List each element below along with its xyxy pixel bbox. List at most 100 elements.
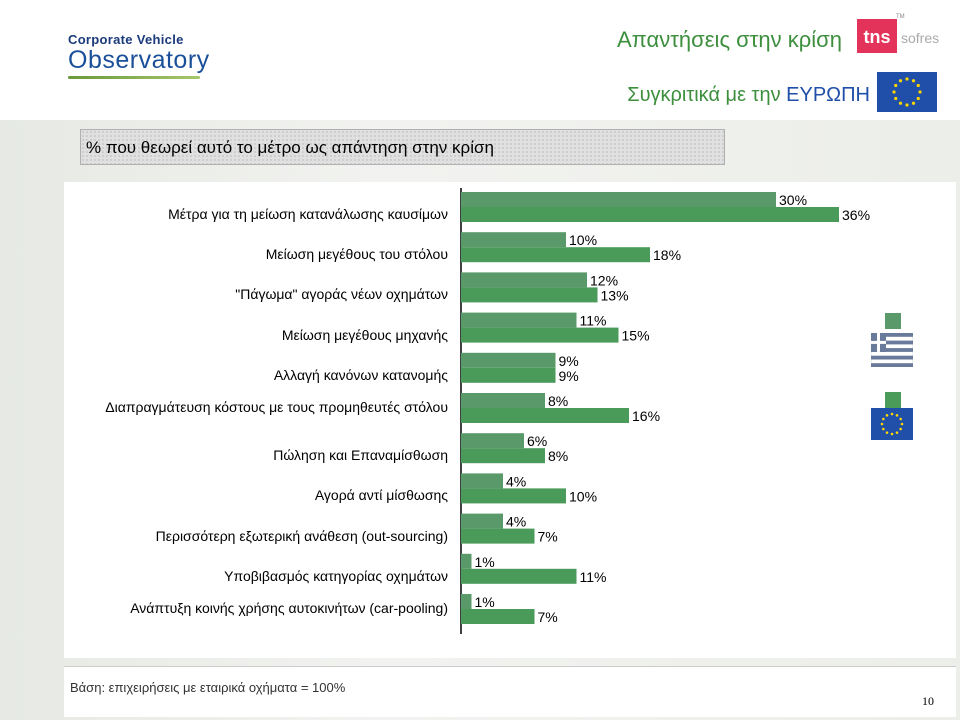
- category-label: Μέτρα για τη μείωση κατανάλωσης καυσίμων: [168, 206, 448, 222]
- eu-star: [899, 417, 902, 421]
- logo-swoosh: [68, 76, 200, 79]
- bar-greece: [461, 433, 524, 449]
- data-label: 36%: [842, 207, 870, 223]
- bar-europe: [461, 528, 535, 544]
- data-label: 1%: [475, 554, 495, 570]
- bar-europe: [461, 609, 535, 624]
- category-label: Διαπραγμάτευση κόστους με τους προμηθευτ…: [105, 399, 448, 415]
- data-label: 18%: [653, 247, 681, 263]
- tns-trademark: TM: [896, 14, 905, 20]
- data-label: 9%: [559, 368, 579, 384]
- category-label: Πώληση και Επαναμίσθωση: [273, 447, 448, 464]
- category-label: Περισσότερη εξωτερική ανάθεση (out-sourc…: [155, 527, 448, 544]
- bar-greece: [461, 393, 545, 408]
- subtitle-comparison: Συγκριτικά με την: [627, 84, 781, 106]
- eu-star: [894, 96, 898, 101]
- eu-star: [911, 101, 916, 105]
- data-label: 8%: [548, 393, 568, 409]
- logo-line-2: Observatory: [68, 46, 210, 74]
- question-text: % που θεωρεί αυτό το μέτρο ως απάντηση σ…: [86, 138, 494, 157]
- corporate-vehicle-observatory-logo: Corporate Vehicle Observatory: [68, 32, 210, 80]
- bar-europe: [461, 568, 577, 584]
- page-number: 10: [922, 694, 934, 708]
- bar-europe: [461, 367, 556, 383]
- eu-flag-icon: [877, 72, 937, 112]
- bar-europe: [461, 327, 619, 343]
- category-label: Αγορά αντί μίσθωσης: [314, 487, 448, 504]
- question-box: [80, 129, 725, 165]
- greece-legend-swatch: [885, 313, 901, 329]
- data-label: 1%: [475, 594, 495, 610]
- data-label: 30%: [779, 192, 807, 208]
- bar-europe: [461, 408, 629, 423]
- eu-star: [900, 422, 904, 426]
- logo-line-1: Corporate Vehicle: [68, 32, 184, 47]
- data-label: 15%: [622, 328, 650, 344]
- sofres-logo-text: sofres: [901, 30, 940, 46]
- eu-star: [905, 103, 909, 107]
- category-label: Μείωση μεγέθους του στόλου: [265, 246, 448, 263]
- data-label: 10%: [569, 232, 597, 248]
- greece-flag-icon: [871, 333, 913, 367]
- data-label: 8%: [548, 448, 568, 464]
- data-label: 7%: [538, 609, 558, 625]
- bar-greece: [461, 272, 587, 288]
- bar-greece: [461, 473, 503, 489]
- footer-base-note: Βάση: επιχειρήσεις με εταιρικά οχήματα =…: [70, 680, 346, 695]
- eu-star: [882, 417, 885, 421]
- bar-europe: [461, 207, 839, 222]
- eu-star: [918, 90, 922, 94]
- category-label: Μείωση μεγέθους μηχανής: [281, 326, 448, 343]
- eu-star: [898, 79, 903, 83]
- data-label: 16%: [632, 408, 660, 424]
- data-label: 10%: [569, 488, 597, 504]
- category-label: "Πάγωμα" αγοράς νέων οχημάτων: [235, 286, 448, 303]
- category-label: Υποβιβασμός κατηγορίας οχημάτων: [224, 567, 448, 584]
- data-label: 11%: [580, 313, 607, 329]
- eu-star: [905, 77, 909, 81]
- data-label: 9%: [559, 353, 579, 369]
- data-label: 7%: [538, 529, 558, 545]
- category-label: Ανάπτυξη κοινής χρήσης αυτοκινήτων (car-…: [130, 600, 448, 616]
- eu-flag-icon: [871, 408, 913, 440]
- eu-star: [899, 427, 902, 431]
- bar-europe: [461, 287, 598, 303]
- bar-greece: [461, 594, 472, 609]
- eu-star: [911, 79, 916, 83]
- eu-star: [882, 427, 885, 431]
- bar-europe: [461, 488, 566, 504]
- bar-greece: [461, 232, 566, 248]
- category-label: Αλλαγή κανόνων κατανομής: [273, 366, 448, 383]
- eu-star: [916, 96, 920, 101]
- header-band: [0, 0, 960, 120]
- eu-star: [895, 431, 899, 434]
- bar-greece: [461, 352, 556, 368]
- bar-greece: [461, 553, 472, 569]
- eu-star: [892, 90, 896, 94]
- eu-star: [898, 101, 903, 105]
- eu-star: [890, 412, 894, 416]
- bar-greece: [461, 312, 577, 328]
- bar-europe: [461, 247, 650, 263]
- data-label: 4%: [506, 514, 526, 530]
- subtitle-europe: ΕΥΡΩΠΗ: [786, 84, 870, 106]
- eu-star: [880, 422, 884, 426]
- eu-star: [894, 83, 898, 88]
- eu-star: [885, 431, 889, 434]
- eu-star: [890, 432, 894, 436]
- data-label: 13%: [601, 287, 629, 303]
- data-label: 11%: [580, 569, 607, 585]
- eu-star: [885, 414, 889, 417]
- eu-star: [916, 83, 920, 88]
- data-label: 12%: [590, 272, 618, 288]
- data-label: 6%: [527, 433, 547, 449]
- bar-europe: [461, 448, 545, 464]
- footer-panel: [64, 666, 956, 717]
- tns-logo: tns: [857, 19, 897, 53]
- eu-star: [895, 414, 899, 417]
- data-label: 4%: [506, 473, 526, 489]
- europe-legend-swatch: [885, 392, 901, 408]
- page-subtitle: Συγκριτικά με την ΕΥΡΩΠΗ: [500, 84, 870, 107]
- bar-greece: [461, 192, 776, 207]
